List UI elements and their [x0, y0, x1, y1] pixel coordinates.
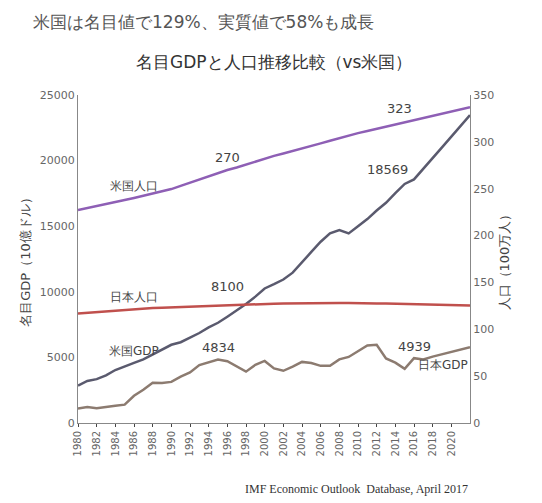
- svg-text:1982: 1982: [91, 431, 102, 456]
- svg-text:4939: 4939: [398, 339, 431, 354]
- svg-text:0: 0: [473, 417, 480, 430]
- svg-text:250: 250: [473, 183, 494, 196]
- svg-text:米国人口: 米国人口: [110, 179, 158, 193]
- svg-text:50: 50: [473, 370, 487, 383]
- svg-text:1986: 1986: [128, 431, 139, 456]
- svg-text:日本GDP: 日本GDP: [418, 358, 468, 372]
- svg-text:2002: 2002: [278, 431, 289, 456]
- svg-text:名目GDPと人口推移比較（vs米国）: 名目GDPと人口推移比較（vs米国）: [136, 52, 412, 72]
- svg-text:日本人口: 日本人口: [110, 290, 158, 304]
- svg-text:2012: 2012: [371, 431, 382, 456]
- svg-text:25000: 25000: [40, 89, 75, 102]
- svg-text:18569: 18569: [367, 162, 408, 177]
- svg-text:8100: 8100: [211, 279, 244, 294]
- svg-text:1990: 1990: [166, 431, 177, 456]
- svg-text:323: 323: [387, 101, 412, 116]
- svg-text:2018: 2018: [427, 431, 438, 456]
- svg-text:2014: 2014: [390, 431, 401, 456]
- svg-text:IMF Economic Outlook Database: IMF Economic Outlook Database, April 201…: [245, 482, 468, 496]
- svg-text:2006: 2006: [315, 431, 326, 456]
- svg-text:1996: 1996: [222, 431, 233, 456]
- svg-text:20000: 20000: [40, 154, 75, 167]
- svg-text:2010: 2010: [352, 431, 363, 456]
- svg-text:1980: 1980: [72, 431, 83, 456]
- svg-text:2000: 2000: [259, 431, 270, 456]
- svg-text:1984: 1984: [110, 431, 121, 456]
- svg-text:4834: 4834: [202, 340, 235, 355]
- svg-text:0: 0: [68, 417, 75, 430]
- svg-text:100: 100: [473, 323, 494, 336]
- svg-text:米国GDP: 米国GDP: [109, 344, 159, 358]
- svg-text:2016: 2016: [408, 431, 419, 456]
- svg-text:1988: 1988: [147, 431, 158, 456]
- svg-text:350: 350: [473, 89, 494, 102]
- svg-text:1992: 1992: [184, 431, 195, 456]
- svg-text:5000: 5000: [47, 351, 75, 364]
- svg-text:300: 300: [473, 136, 494, 149]
- svg-text:2004: 2004: [296, 431, 307, 456]
- svg-text:米国は名目値で129%、実質値で58%も成長: 米国は名目値で129%、実質値で58%も成長: [33, 12, 374, 32]
- svg-text:名目GDP（10億ドル）: 名目GDP（10億ドル）: [18, 191, 33, 326]
- svg-text:2020: 2020: [446, 431, 457, 456]
- svg-text:2008: 2008: [334, 431, 345, 456]
- svg-text:人口（100万人）: 人口（100万人）: [497, 208, 512, 311]
- svg-text:1998: 1998: [240, 431, 251, 456]
- svg-text:270: 270: [215, 150, 240, 165]
- svg-text:10000: 10000: [40, 286, 75, 299]
- svg-text:150: 150: [473, 276, 494, 289]
- svg-text:1994: 1994: [203, 431, 214, 456]
- svg-text:200: 200: [473, 229, 494, 242]
- svg-text:15000: 15000: [40, 220, 75, 233]
